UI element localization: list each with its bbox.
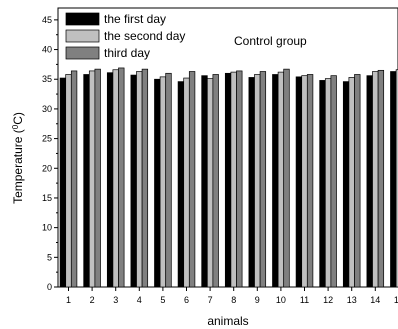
- x-tick-label: 4: [137, 295, 142, 305]
- y-tick-label: 0: [47, 282, 52, 292]
- x-axis: 123456789101112131415: [66, 287, 398, 305]
- bar-series-2-cat-14: [372, 71, 379, 288]
- bar-series-2-cat-13: [348, 77, 355, 288]
- bar-series-1-cat-15: [390, 71, 397, 288]
- bar-series-1-cat-8: [224, 72, 232, 288]
- y-axis: 0 5 10 15 20 25 30 35 40 45: [42, 15, 58, 292]
- bar-series-2-cat-7: [206, 78, 214, 288]
- bar-series-2-cat-11: [301, 75, 308, 288]
- bars: [59, 67, 398, 288]
- bar-series-1-cat-11: [295, 76, 303, 288]
- bar-series-2-cat-3: [112, 69, 119, 288]
- bar-series-3-cat-6: [188, 71, 196, 288]
- bar-series-3-cat-12: [330, 75, 337, 288]
- x-tick-label: 2: [90, 295, 95, 305]
- y-tick-label: 15: [42, 193, 52, 203]
- bar-series-3-cat-2: [94, 68, 101, 288]
- legend-label: the second day: [104, 29, 185, 43]
- y-tick-label: 25: [42, 134, 52, 144]
- legend: the first day the second day third day: [65, 12, 185, 60]
- bar-series-2-cat-15: [395, 69, 398, 288]
- bar-series-1-cat-2: [83, 74, 90, 288]
- y-tick-label: 45: [42, 15, 52, 25]
- bar-series-1-cat-7: [201, 75, 208, 288]
- bar-series-3-cat-8: [236, 70, 243, 288]
- bar-series-2-cat-8: [230, 71, 237, 288]
- y-tick-label: 20: [42, 163, 52, 173]
- bar-series-2-cat-12: [324, 78, 332, 288]
- x-tick-label: 14: [370, 295, 380, 305]
- bar-series-1-cat-1: [59, 77, 67, 288]
- bar-series-2-cat-5: [159, 76, 167, 288]
- bar-series-2-cat-10: [277, 71, 285, 288]
- annotation-label: Control group: [234, 34, 307, 48]
- bar-series-2-cat-2: [88, 70, 96, 288]
- legend-swatch: [65, 46, 100, 60]
- y-axis-title-tail: C): [11, 112, 25, 125]
- bar-series-3-cat-1: [70, 70, 78, 288]
- y-axis-title: Temperature (0C): [11, 112, 25, 204]
- bar-series-1-cat-10: [272, 74, 279, 288]
- bar-series-3-cat-10: [283, 68, 290, 288]
- y-axis-title-superscript: 0: [11, 124, 20, 129]
- bar-series-1-cat-12: [319, 80, 326, 288]
- x-tick-label: 1: [66, 295, 71, 305]
- legend-label: the first day: [104, 12, 166, 26]
- bar-series-1-cat-6: [177, 81, 185, 288]
- y-tick-label: 5: [47, 252, 52, 262]
- legend-swatch: [65, 12, 100, 26]
- x-tick-label: 6: [184, 295, 189, 305]
- bar-series-3-cat-3: [118, 67, 125, 288]
- bar-series-1-cat-3: [106, 72, 114, 288]
- bar-series-3-cat-7: [212, 74, 219, 288]
- x-tick-label: 12: [323, 295, 333, 305]
- bar-series-3-cat-14: [377, 69, 385, 288]
- bar-series-1-cat-9: [248, 77, 255, 288]
- bar-series-2-cat-6: [183, 77, 190, 288]
- bar-series-1-cat-13: [342, 81, 350, 288]
- x-tick-label: 5: [160, 295, 165, 305]
- bar-series-3-cat-13: [354, 74, 361, 288]
- bar-series-3-cat-5: [165, 72, 172, 288]
- y-tick-label: 30: [42, 104, 52, 114]
- bar-series-2-cat-9: [254, 74, 261, 288]
- x-tick-label: 11: [300, 295, 309, 305]
- x-tick-label: 15: [394, 295, 398, 305]
- bar-series-2-cat-1: [65, 74, 72, 288]
- y-tick-label: 10: [42, 223, 52, 233]
- x-axis-title: animals: [207, 314, 248, 328]
- y-tick-label: 40: [42, 45, 52, 55]
- bar-series-3-cat-4: [141, 68, 149, 288]
- x-tick-label: 3: [113, 295, 118, 305]
- x-tick-label: 7: [208, 295, 213, 305]
- y-tick-label: 35: [42, 74, 52, 84]
- bar-series-2-cat-4: [136, 71, 143, 288]
- bar-series-3-cat-9: [259, 71, 267, 288]
- y-axis-title-main: Temperature (: [11, 129, 25, 204]
- x-tick-label: 13: [347, 295, 357, 305]
- x-tick-label: 10: [276, 295, 286, 305]
- legend-label: third day: [104, 46, 150, 60]
- x-tick-label: 8: [231, 295, 236, 305]
- bar-series-1-cat-14: [366, 75, 373, 288]
- bar-series-3-cat-11: [306, 74, 314, 288]
- legend-swatch: [65, 29, 100, 43]
- bar-series-1-cat-4: [130, 74, 137, 288]
- x-tick-label: 9: [255, 295, 260, 305]
- bar-series-1-cat-5: [154, 78, 161, 288]
